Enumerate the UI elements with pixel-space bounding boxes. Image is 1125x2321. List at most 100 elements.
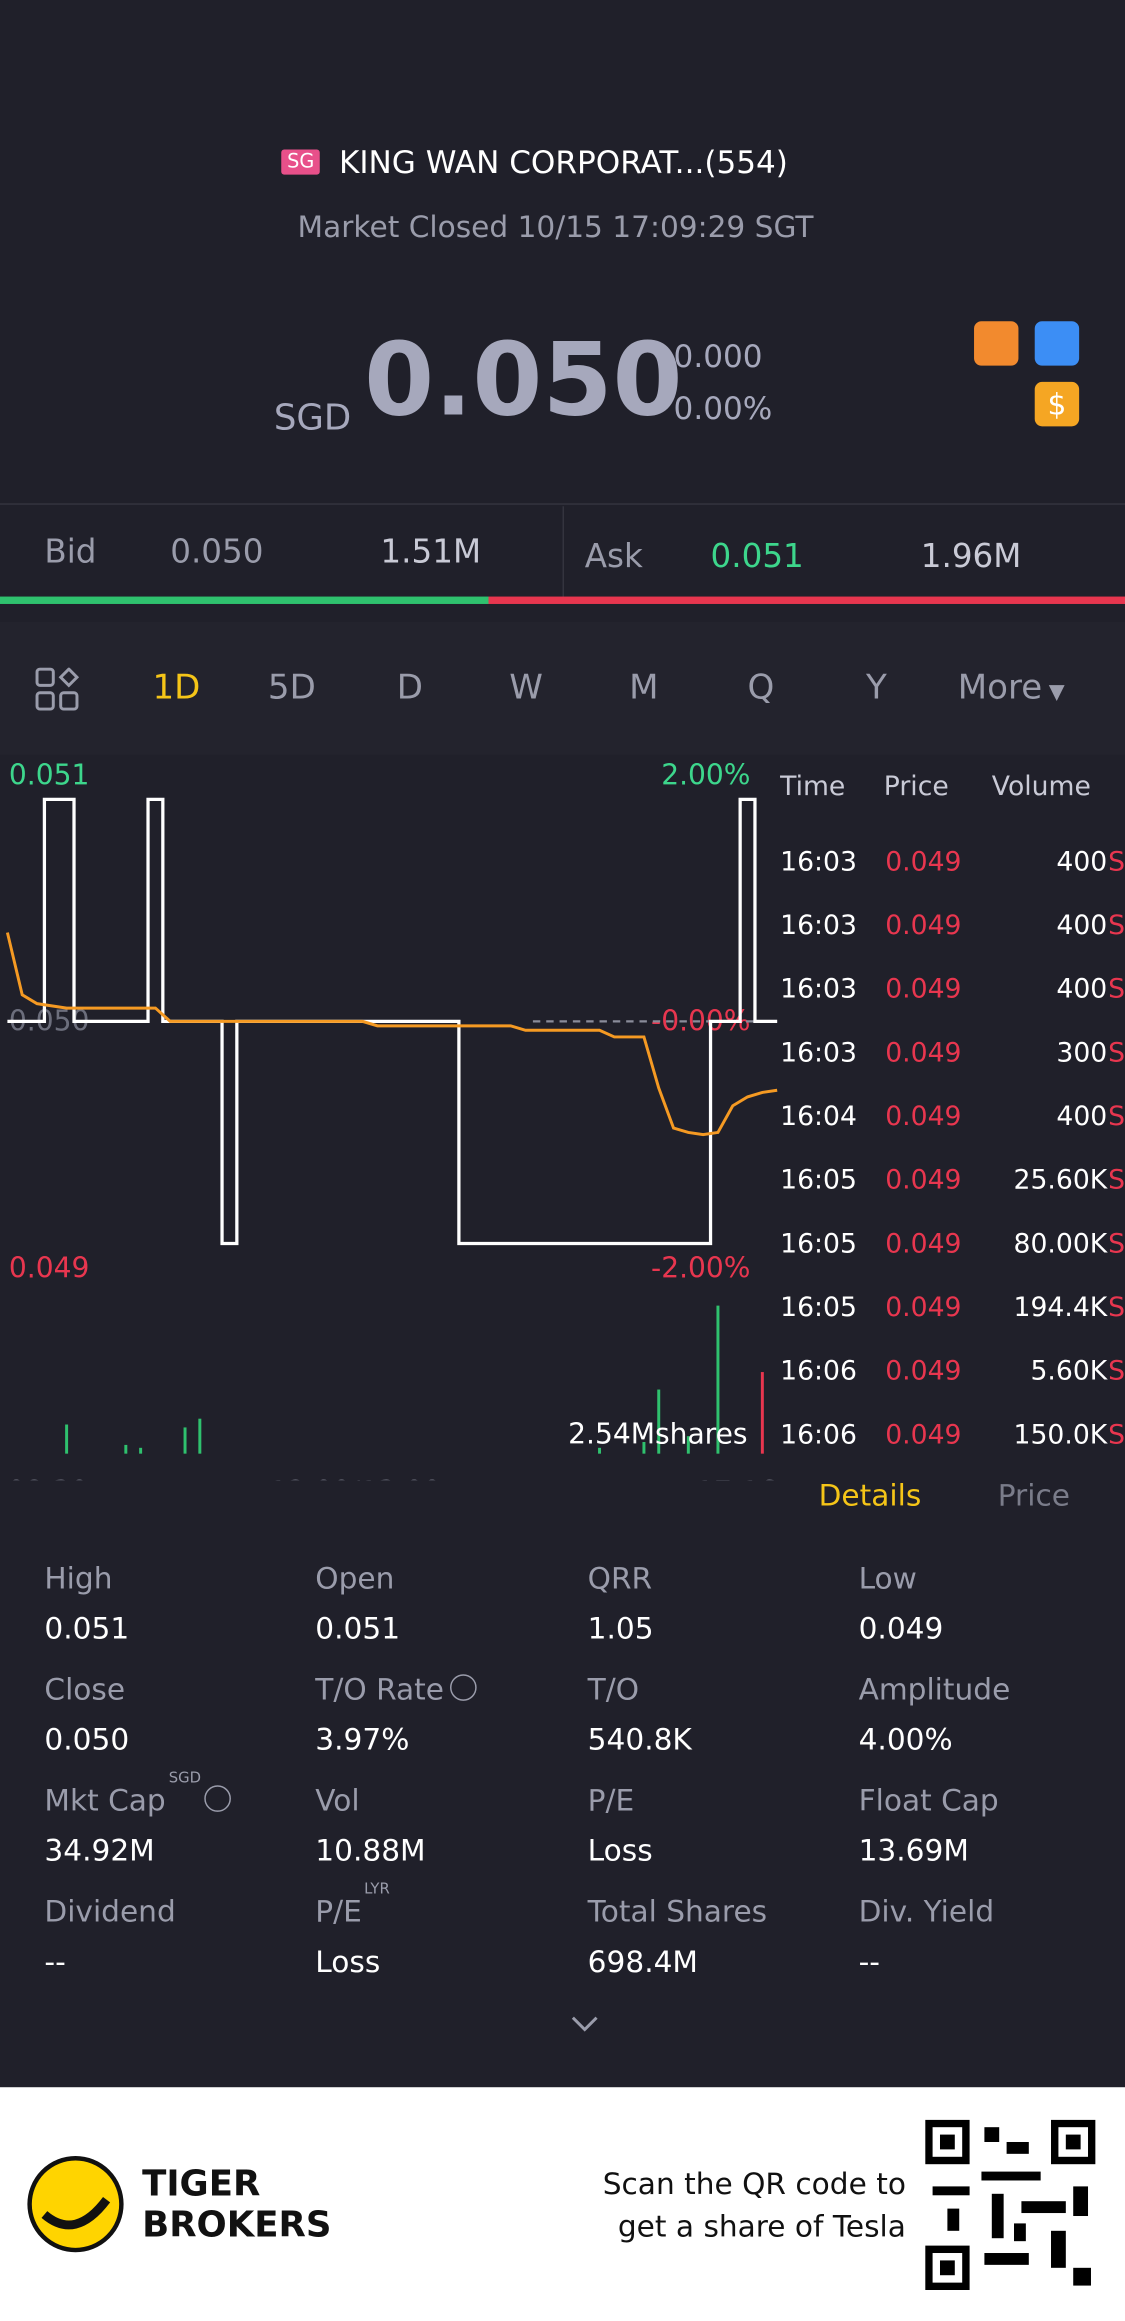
- trade-side: S: [1108, 1292, 1125, 1324]
- stat-value: 4.00%: [858, 1721, 953, 1758]
- trade-side: S: [1108, 1037, 1125, 1069]
- trade-side: S: [1108, 811, 1125, 814]
- y-tick-label: 0.049: [9, 1251, 89, 1284]
- qr-code[interactable]: [925, 2119, 1096, 2291]
- panel-tab[interactable]: Details: [818, 1477, 922, 1513]
- trade-list: 16:020.049400S16:030.049400S16:030.04940…: [770, 811, 1125, 1458]
- period-tab[interactable]: Q: [747, 669, 775, 708]
- stat-value: --: [858, 1943, 880, 1980]
- stat-label: High: [44, 1560, 113, 1596]
- period-tab[interactable]: W: [509, 669, 543, 708]
- trade-volume: 400: [1056, 846, 1108, 878]
- stat-value: 540.8K: [587, 1721, 692, 1758]
- last-price: 0.050: [364, 322, 683, 440]
- x-tick-label: 17:16: [696, 1475, 777, 1480]
- period-tab[interactable]: D: [396, 669, 423, 708]
- trade-price: 0.049: [885, 1037, 962, 1069]
- dividend-icon[interactable]: $: [1034, 381, 1080, 427]
- layout-icon[interactable]: [35, 667, 80, 712]
- stat-unit: SGD: [168, 1770, 202, 1787]
- ask-bar: [488, 596, 1125, 604]
- trade-time: 16:06: [780, 1419, 857, 1451]
- trade-volume: 400: [1056, 974, 1108, 1006]
- stat-value: 0.051: [44, 1610, 130, 1647]
- trade-side: S: [1108, 1228, 1125, 1260]
- divider: [0, 503, 1125, 505]
- period-tab[interactable]: More ▼: [957, 669, 1065, 708]
- trade-time: 16:03: [780, 910, 857, 942]
- tiger-logo: [27, 2156, 124, 2253]
- shortsell-icon[interactable]: [974, 321, 1019, 366]
- stat-value: 0.049: [858, 1610, 944, 1647]
- stat-value: 34.92M: [44, 1832, 155, 1869]
- period-tab[interactable]: M: [629, 669, 659, 708]
- trade-price: 0.049: [885, 910, 962, 942]
- panel-tab[interactable]: Price: [997, 1477, 1070, 1513]
- x-tick-label: 12:00/13:00: [270, 1475, 441, 1480]
- y2-tick-label: -2.00%: [651, 1251, 750, 1284]
- stat-value: 3.97%: [315, 1721, 410, 1758]
- trade-price: 0.049: [885, 1419, 962, 1451]
- period-tab[interactable]: 5D: [267, 669, 316, 708]
- trade-volume: 150.0K: [1013, 1419, 1108, 1451]
- trade-price: 0.049: [885, 811, 961, 814]
- y2-tick-label: 2.00%: [661, 759, 750, 792]
- volume-bar: [598, 1447, 602, 1454]
- info-icon[interactable]: [204, 1785, 231, 1812]
- stat-label: Float Cap: [858, 1782, 999, 1818]
- trade-volume: 25.60K: [1013, 1164, 1108, 1197]
- bid-price: 0.050: [170, 534, 264, 572]
- period-tab[interactable]: 1D: [152, 669, 201, 708]
- stat-label: P/E: [587, 1782, 635, 1818]
- flash-icon[interactable]: [1034, 321, 1080, 366]
- stat-label: Div. Yield: [858, 1893, 995, 1929]
- market-status: Market Closed 10/15 17:09:29 SGT: [297, 208, 814, 245]
- trade-volume: 300: [1056, 1037, 1108, 1069]
- trade-side: S: [1108, 910, 1125, 942]
- stat-value: 13.69M: [858, 1832, 969, 1869]
- trade-volume: 400: [1056, 1101, 1108, 1133]
- trade-time: 16:05: [780, 1292, 857, 1324]
- trade-time: 16:05: [780, 1228, 857, 1260]
- trade-time: 16:03: [780, 846, 857, 878]
- column-header: Price: [883, 771, 949, 803]
- y-tick-label: 0.051: [9, 759, 89, 792]
- volume-bar: [760, 1372, 764, 1454]
- stat-value: 1.05: [587, 1610, 654, 1647]
- stock-title: KING WAN CORPORAT...(554): [338, 145, 788, 181]
- ask-size: 1.96M: [920, 538, 1022, 576]
- volume-bar: [139, 1447, 143, 1454]
- price-change-pct: 0.00%: [673, 390, 773, 427]
- volume-max-label: 2.54Mshares: [568, 1417, 747, 1450]
- stat-label: Mkt Cap: [44, 1782, 166, 1818]
- period-tab[interactable]: Y: [865, 669, 887, 708]
- trade-time: 16:03: [780, 1037, 857, 1069]
- trade-price: 0.049: [885, 1355, 962, 1388]
- trade-side: S: [1108, 846, 1125, 878]
- brand-line: TIGER: [142, 2162, 261, 2205]
- expand-chevron[interactable]: [570, 2013, 600, 2034]
- trade-side: S: [1108, 1419, 1125, 1451]
- volume-bar: [716, 1305, 720, 1454]
- info-icon[interactable]: [450, 1674, 477, 1701]
- stat-label: Total Shares: [587, 1893, 768, 1929]
- stat-label: Open: [315, 1560, 395, 1596]
- divider: [562, 506, 564, 599]
- stat-label: T/O: [587, 1671, 640, 1707]
- intraday-chart: 0.0510.0500.0492.00%-0.00%-2.00%08:3012:…: [5, 759, 778, 1480]
- trade-side: S: [1108, 974, 1125, 1006]
- trade-time: 16:02: [780, 811, 857, 814]
- volume-bar: [657, 1389, 661, 1454]
- stat-value: 698.4M: [587, 1943, 698, 1980]
- volume-bar: [124, 1444, 128, 1454]
- volume-bar: [65, 1424, 69, 1454]
- stat-value: 0.051: [315, 1610, 401, 1647]
- stat-label: Vol: [315, 1782, 360, 1818]
- stat-unit: LYR: [364, 1881, 390, 1898]
- stat-value: 0.050: [44, 1721, 130, 1758]
- stat-label: QRR: [587, 1560, 653, 1596]
- tab-bar: [0, 621, 1125, 755]
- stat-label: Dividend: [44, 1893, 176, 1929]
- market-badge: SG: [281, 149, 321, 175]
- trade-price: 0.049: [885, 846, 962, 878]
